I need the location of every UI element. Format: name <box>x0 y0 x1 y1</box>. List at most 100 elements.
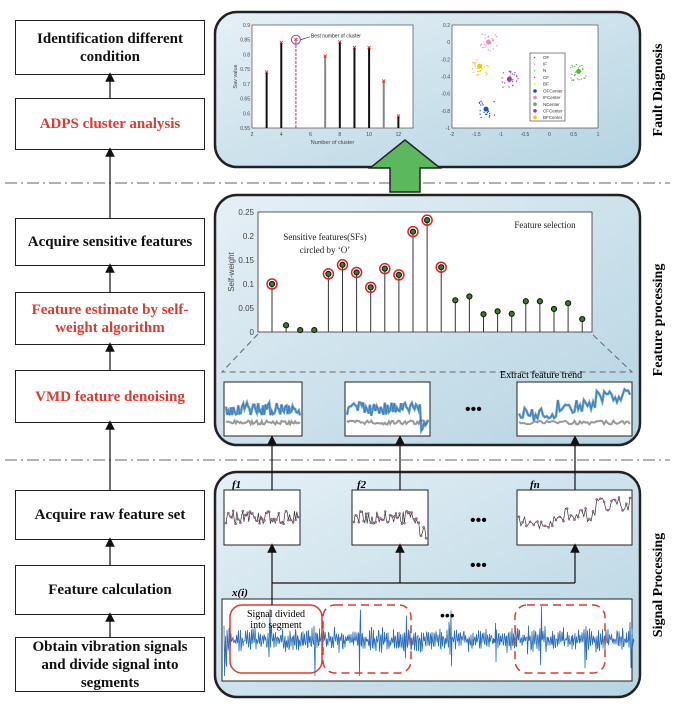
feature-point <box>602 500 606 504</box>
scatter-point-IF <box>495 35 497 38</box>
feature-label-f2: f2 <box>357 479 367 491</box>
data-point <box>297 326 304 334</box>
scatter-point-N <box>582 67 584 70</box>
scatter-point-N <box>574 71 576 73</box>
feature-point <box>613 498 617 502</box>
scatter-point-IF <box>487 35 489 37</box>
scatter-point-CF <box>508 86 510 88</box>
scatter-point-BF <box>472 62 474 64</box>
feature-plot-3 <box>516 489 633 546</box>
scatter-point-IF <box>496 45 498 47</box>
scatter-point-CF <box>501 77 503 79</box>
feature-point <box>224 521 228 525</box>
feature-point <box>275 518 278 521</box>
scatter-point-OF <box>479 113 481 115</box>
feature-plot-2 <box>351 489 429 546</box>
trend-plot-3 <box>516 381 633 437</box>
step-box: Acquire raw feature set <box>15 490 205 540</box>
scatter-point-IF <box>484 37 486 39</box>
y-tick-label: 0.1 <box>243 280 255 289</box>
segment-box-n <box>514 604 606 674</box>
feature-point <box>282 522 285 526</box>
feature-point <box>424 537 428 540</box>
scatter-point-OF <box>482 104 484 106</box>
vibration-signal-line <box>223 606 635 677</box>
scatter-point-N <box>570 77 572 79</box>
selected-feature-circle <box>350 266 363 279</box>
feature-point <box>241 509 245 513</box>
section-label-fault: Fault Diagnosis <box>651 43 666 137</box>
scatter-point-IF <box>492 48 494 50</box>
scatter-point-CF <box>512 84 514 86</box>
scatter-point-IF <box>480 43 482 45</box>
scatter-point-OF <box>493 114 496 116</box>
plot-frame <box>351 489 429 546</box>
legend-marker <box>534 63 536 65</box>
feature-point <box>400 522 404 525</box>
scatter-point-CF <box>516 76 518 78</box>
scatter-point-N <box>575 63 577 66</box>
y-tick-label: 0.15 <box>238 256 254 265</box>
feature-point <box>391 515 394 518</box>
cluster-center-BF <box>477 63 483 69</box>
x-tick-label: -1 <box>498 132 503 138</box>
feature-point <box>521 520 524 524</box>
feature-point <box>551 524 554 528</box>
feature-point <box>263 519 266 522</box>
segment-ellipsis: ••• <box>440 607 455 623</box>
scatter-point-N <box>581 65 583 67</box>
y-axis-label: Sav value <box>233 64 239 88</box>
x-tick-label: 8 <box>338 132 341 138</box>
scatter-point-BF <box>486 65 488 67</box>
feature-point <box>367 512 370 515</box>
feature-point <box>569 514 573 517</box>
y-tick-label: -1 <box>446 126 451 132</box>
chart-title: Feature selection <box>514 220 576 230</box>
y-tick-label: 0.25 <box>238 208 254 217</box>
data-point <box>353 269 360 276</box>
y-tick-label: -0.8 <box>441 109 450 115</box>
feature-point <box>231 509 235 513</box>
scatter-point-N <box>572 66 574 68</box>
trend-ellipsis: ••• <box>465 401 482 418</box>
data-point <box>438 264 445 271</box>
feature-point <box>386 520 389 524</box>
plot-area <box>257 211 593 333</box>
feature-label-f1: f1 <box>232 479 241 491</box>
feature-point <box>357 520 361 524</box>
y-tick-label: -0.6 <box>441 92 450 98</box>
y-tick-label: 0.2 <box>443 23 450 29</box>
feature-point <box>393 515 397 518</box>
y-tick-label: 0.6 <box>243 111 250 117</box>
scatter-point-CF <box>513 74 515 76</box>
feature-point <box>229 515 233 519</box>
legend-entry: OF <box>543 55 550 60</box>
feature-point <box>246 511 249 515</box>
scatter-point-CF <box>509 75 511 77</box>
scatter-point-N <box>572 79 575 82</box>
data-point <box>283 322 290 329</box>
trend-plot-1 <box>223 381 303 437</box>
feature-point <box>606 508 610 512</box>
y-tick-label: 0 <box>447 40 450 46</box>
scatter-point-N <box>582 68 584 71</box>
feature-point <box>362 519 365 523</box>
scatter-point-BF <box>477 74 480 76</box>
scatter-point-BF <box>476 59 478 61</box>
feature-point <box>359 510 363 514</box>
feature-point <box>584 507 587 510</box>
feature-point <box>294 518 297 522</box>
data-point <box>339 261 346 268</box>
data-point <box>579 315 586 323</box>
feature-point <box>610 499 613 503</box>
feature-point <box>352 520 356 524</box>
annotation-label: Sensitive features(SFs) <box>283 232 366 242</box>
connector-arrows <box>267 435 580 605</box>
feature-point <box>265 511 269 515</box>
green-up-arrow-icon <box>367 139 443 193</box>
plot-frame <box>516 489 633 546</box>
plot-frame <box>223 489 301 546</box>
y-tick-label: 0.85 <box>240 38 250 44</box>
y-tick-label: 0.8 <box>243 52 250 58</box>
